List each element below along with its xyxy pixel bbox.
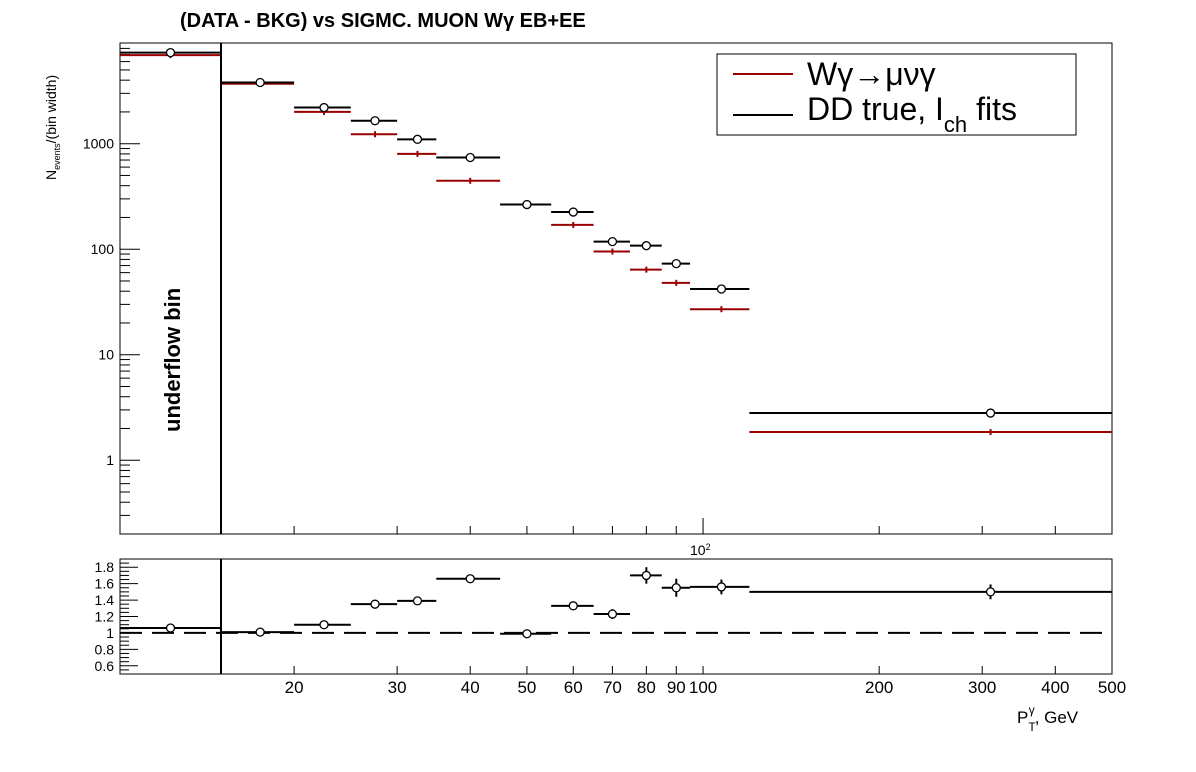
- y-tick-label-ratio: 1.2: [95, 609, 115, 625]
- data-point: [716, 284, 727, 294]
- y-tick-label-ratio: 1.6: [95, 576, 115, 592]
- y-tick-label-main: 100: [91, 241, 115, 257]
- ratio-point: [607, 609, 618, 619]
- ratio-point: [165, 623, 176, 633]
- ylabel-tail-text: /(bin width): [43, 75, 59, 143]
- data-point: [985, 408, 996, 418]
- y-tick-label-ratio: 1: [106, 625, 114, 641]
- data-point: [255, 77, 265, 88]
- ratio-point: [671, 583, 681, 593]
- x-tick-label: 20: [285, 678, 304, 697]
- ratio-series-layer: [120, 567, 1112, 639]
- x-tick-label: 30: [388, 678, 407, 697]
- ratio-point: [370, 599, 380, 609]
- ylabel-main-text: N: [43, 170, 59, 180]
- ratio-point: [985, 587, 996, 597]
- data-point: [641, 241, 651, 251]
- y-tick-label-ratio: 1.8: [95, 559, 115, 575]
- main-series-layer: [120, 47, 1112, 436]
- data-point: [568, 207, 578, 217]
- y-tick-label-main: 1000: [83, 136, 114, 152]
- ratio-point: [568, 601, 578, 611]
- underflow-annotation: underflow bin: [160, 288, 185, 432]
- main-axes: 1 10 100 1000: [83, 42, 1113, 535]
- data-point: [522, 199, 532, 210]
- data-point: [671, 258, 681, 269]
- data-point: [319, 102, 329, 113]
- svg-text:Nevents/(bin width): Nevents/(bin width): [43, 75, 62, 180]
- x-exponent-power: 2: [706, 542, 711, 552]
- legend-label-data: DD true, Ich fits: [807, 91, 1017, 137]
- xlabel-sup: γ: [1029, 703, 1035, 717]
- x-exponent-base: 10: [690, 542, 706, 558]
- data-point: [412, 134, 423, 144]
- ratio-point: [641, 570, 651, 581]
- legend: Wγ→μνγ DD true, Ich fits: [716, 53, 1077, 137]
- y-tick-label-ratio: 1.4: [95, 592, 115, 608]
- main-plot-frame: [119, 42, 1113, 535]
- ratio-point: [465, 574, 475, 584]
- ratio-point: [412, 596, 423, 606]
- x-tick-label: 40: [461, 678, 480, 697]
- data-point: [465, 152, 475, 163]
- ratio-point: [522, 629, 532, 639]
- x-tick-label: 80: [637, 678, 656, 697]
- ratio-point: [716, 582, 727, 592]
- legend-box: [716, 53, 1077, 136]
- x-tick-label: 200: [865, 678, 893, 697]
- x-axis-title: PTγ, GeV: [1017, 703, 1079, 734]
- legend-data-main: DD true, I: [807, 91, 944, 127]
- x-tick-label: 100: [689, 678, 717, 697]
- x-exponent-label: 102: [690, 542, 711, 558]
- xlabel-sub: T: [1028, 720, 1036, 734]
- data-point: [370, 116, 380, 126]
- legend-label-signal: Wγ→μνγ: [807, 56, 936, 92]
- x-tick-label: 90: [667, 678, 686, 697]
- xlabel-tail: , GeV: [1035, 708, 1079, 727]
- ylabel-sub-text: events: [52, 143, 62, 170]
- ratio-point: [319, 620, 329, 630]
- x-tick-label: 300: [968, 678, 996, 697]
- legend-data-tail: fits: [967, 91, 1017, 127]
- ratio-axes: 0.60.811.21.41.61.8 20 30 40 50 60 70 80 90 100 20…: [95, 558, 1126, 697]
- x-tick-label: 500: [1098, 678, 1126, 697]
- data-point: [607, 236, 618, 247]
- chart-title: (DATA - BKG) vs SIGMC. MUON Wγ EB+EE: [180, 10, 586, 32]
- y-tick-label-main: 1: [106, 452, 114, 468]
- x-tick-label: 60: [564, 678, 583, 697]
- y-tick-label-ratio: 0.8: [95, 641, 115, 657]
- xlabel-main: P: [1017, 708, 1028, 727]
- data-point: [165, 47, 176, 58]
- y-tick-label-ratio: 0.6: [95, 658, 115, 674]
- ratio-point: [255, 627, 265, 637]
- x-tick-label: 50: [517, 678, 536, 697]
- main-ylabel: Nevents/(bin width): [43, 75, 62, 180]
- x-tick-label: 70: [603, 678, 622, 697]
- x-tick-label: 400: [1041, 678, 1069, 697]
- y-tick-label-main: 10: [98, 347, 114, 363]
- legend-data-sub: ch: [944, 112, 967, 137]
